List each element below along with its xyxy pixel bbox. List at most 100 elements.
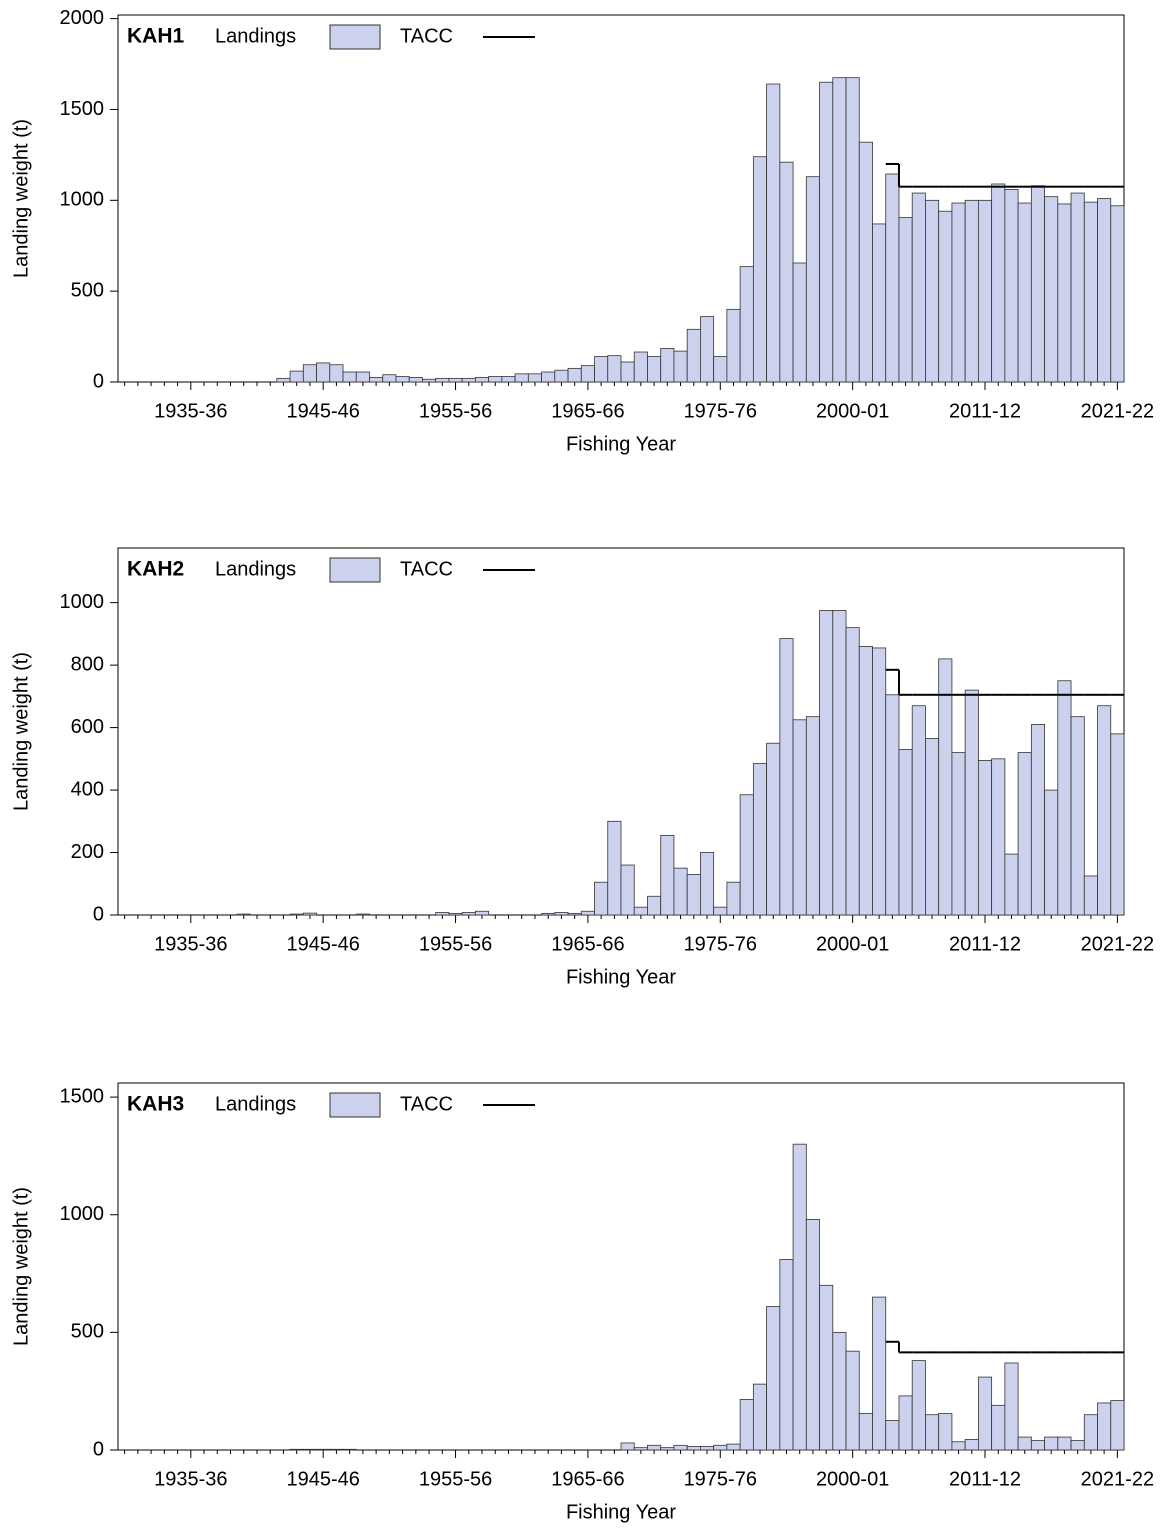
- panel-title: KAH3: [127, 1093, 184, 1116]
- bar: [1004, 853, 1019, 916]
- bar: [660, 1447, 675, 1451]
- bar: [872, 223, 887, 383]
- bar: [580, 910, 595, 916]
- bar: [1070, 1440, 1085, 1451]
- bar: [713, 906, 728, 916]
- bar: [951, 1441, 966, 1451]
- bar: [620, 1442, 635, 1451]
- legend-label: Landings: [215, 558, 296, 580]
- y-tick-label: 1500: [60, 1085, 105, 1107]
- x-tick-label: 1945-46: [286, 400, 359, 422]
- bar: [713, 1444, 728, 1451]
- bar: [911, 1360, 926, 1451]
- bar: [779, 161, 794, 383]
- bar: [700, 1446, 715, 1451]
- bar: [991, 183, 1006, 383]
- bar: [647, 1444, 662, 1451]
- y-tick-label: 1000: [60, 591, 105, 613]
- bar: [858, 645, 873, 916]
- bar: [964, 199, 979, 383]
- bar: [647, 356, 662, 383]
- bar: [1044, 196, 1059, 383]
- bar: [276, 377, 291, 383]
- x-tick-label: 1935-36: [154, 400, 227, 422]
- x-tick-label: 1945-46: [286, 1468, 359, 1490]
- bar: [1004, 1362, 1019, 1451]
- bar: [792, 262, 807, 383]
- bar: [1083, 1414, 1098, 1451]
- bar: [977, 1376, 993, 1451]
- y-tick-label: 500: [71, 279, 104, 301]
- bar: [501, 376, 516, 383]
- bar: [739, 794, 754, 916]
- bar: [435, 377, 450, 383]
- x-tick-label: 1975-76: [684, 400, 757, 422]
- x-tick-label: 1975-76: [684, 933, 757, 955]
- x-tick-label: 2011-12: [949, 1468, 1021, 1490]
- plot-frame: [117, 1082, 1125, 1451]
- bar: [1097, 198, 1112, 383]
- bar: [474, 377, 490, 383]
- y-tick-label: 600: [71, 716, 104, 738]
- bar: [977, 759, 993, 916]
- bar: [1030, 185, 1045, 383]
- bar: [726, 308, 741, 383]
- bar: [858, 1413, 873, 1451]
- bar: [316, 362, 331, 383]
- bar: [408, 377, 423, 383]
- bar: [514, 373, 529, 383]
- bar: [1057, 203, 1072, 383]
- bar: [898, 749, 913, 916]
- bar: [845, 1350, 860, 1451]
- legend-swatch: [329, 557, 381, 583]
- bar: [898, 217, 913, 383]
- y-tick-label: 800: [71, 653, 104, 675]
- x-tick-label: 2021-22: [1081, 400, 1154, 422]
- bar: [382, 374, 397, 383]
- x-tick-label: 1975-76: [684, 1468, 757, 1490]
- bar: [1030, 724, 1045, 916]
- y-axis-title: Landing weight (t): [10, 119, 32, 278]
- legend-label: TACC: [400, 558, 453, 580]
- bar: [845, 77, 860, 383]
- bar: [302, 364, 317, 383]
- y-tick-label: 0: [93, 903, 104, 925]
- bar: [1070, 716, 1085, 916]
- bar: [885, 173, 900, 383]
- bar: [858, 141, 873, 383]
- bar: [739, 266, 754, 383]
- bar: [289, 913, 304, 916]
- x-tick-label: 1935-36: [154, 933, 227, 955]
- bar: [726, 881, 741, 916]
- x-axis-title: Fishing Year: [566, 966, 676, 988]
- x-tick-label: 1955-56: [419, 400, 492, 422]
- legend-label: Landings: [215, 1093, 296, 1115]
- bar: [766, 83, 781, 383]
- bar: [1070, 192, 1085, 383]
- bar: [316, 1448, 331, 1451]
- bar: [832, 610, 847, 916]
- bar: [911, 705, 926, 916]
- bar: [1057, 680, 1072, 916]
- bar: [1083, 201, 1098, 383]
- y-tick-label: 0: [93, 1438, 104, 1460]
- bar: [369, 377, 384, 383]
- bar: [819, 81, 834, 383]
- bar: [779, 638, 794, 916]
- bar: [951, 752, 966, 916]
- bar: [660, 347, 675, 383]
- bar: [925, 1414, 940, 1451]
- y-tick-label: 2000: [60, 7, 105, 29]
- bar: [726, 1443, 741, 1451]
- bar: [461, 377, 476, 383]
- x-tick-label: 1965-66: [551, 400, 624, 422]
- bar: [977, 199, 993, 383]
- panel-title: KAH1: [127, 25, 184, 48]
- bar: [302, 1448, 317, 1451]
- bar: [541, 913, 556, 916]
- bar: [448, 377, 463, 383]
- bar: [752, 1383, 768, 1451]
- bar: [289, 370, 304, 383]
- bar: [925, 199, 940, 383]
